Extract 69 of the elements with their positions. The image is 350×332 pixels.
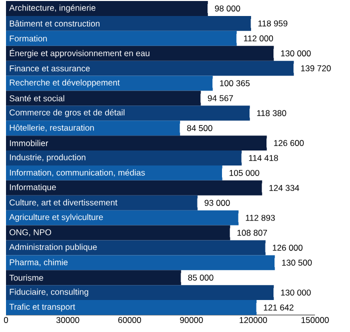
y-tick-label: Informatique [10,184,56,192]
bar [6,240,266,256]
data-label: 84 500 [187,125,212,132]
y-tick-label: Recherche et développement [10,79,120,88]
data-label: 130 500 [282,260,312,266]
bar [6,270,182,286]
bar [6,106,250,121]
bar [6,150,242,166]
y-tick-label: ONG, NPO [10,229,52,236]
data-label: 126 600 [274,140,304,146]
x-tick-label: 150000 [302,317,329,324]
y-tick-label: Pharma, chimie [10,259,68,266]
y-tick-label: Santé et social [10,95,64,102]
data-label: 98 000 [214,5,240,12]
y-tick-label: Fiduciaire, consulting [10,288,88,297]
y-tick-label: Bâtiment et construction [10,20,100,27]
bar [6,30,237,46]
y-tick-label: Formation [10,35,47,42]
bar [6,60,294,76]
y-tick-label: Industrie, production [10,154,86,162]
bar [6,120,180,136]
x-tick-label: 90000 [180,317,203,324]
bar [6,300,257,316]
y-tick-label: Hôtellerie, restauration [10,124,94,132]
y-tick-label: Trafic et transport [9,304,76,312]
data-label: 121 642 [264,304,294,311]
data-label: 118 380 [257,110,286,116]
bar [6,210,239,226]
bar [6,285,274,300]
y-tick-label: Immobilier [10,140,48,146]
data-label: 108 807 [237,230,267,236]
y-tick-label: Finance et assurance [10,65,90,72]
bar [6,180,262,196]
data-label: 100 365 [220,80,250,86]
bar [6,1,208,16]
bar [6,195,198,210]
y-tick-label: Commerce de gros et de détail [10,109,124,118]
x-tick-label: 30000 [56,317,80,324]
y-tick-label: Énergie et approvisionnement en eau [10,48,150,58]
bar [6,136,267,151]
data-label: 130 000 [281,50,311,56]
bar [6,76,213,91]
data-label: 118 959 [258,20,288,26]
bar [6,225,230,240]
bar [6,255,275,270]
data-label: 112 000 [244,35,274,42]
x-tick-label: 120000 [240,317,267,324]
y-tick-label: Information, communication, médias [10,169,145,177]
y-tick-label: Agriculture et sylviculture [9,214,103,222]
data-label: 94 567 [208,95,233,102]
data-label: 114 418 [249,155,278,161]
y-tick-label: Architecture, ingénierie [9,4,96,12]
bar [6,16,252,31]
x-tick-label: 60000 [118,317,142,324]
data-label: 105 000 [230,170,260,176]
bar [6,46,274,61]
y-tick-label: Tourisme [9,274,44,281]
bar [6,90,201,106]
data-label: 139 720 [301,65,331,72]
data-label: 124 334 [269,184,300,191]
data-label: 130 000 [281,290,311,296]
x-tick-label: 0 [4,317,8,324]
y-tick-label: Administration publique [9,244,97,252]
data-label: 126 000 [272,244,302,251]
data-label: 93 000 [204,200,230,206]
y-tick-label: Culture, art et divertissement [10,199,118,206]
bar [6,165,222,180]
data-label: 112 893 [246,214,275,221]
data-label: 85 000 [188,274,214,281]
